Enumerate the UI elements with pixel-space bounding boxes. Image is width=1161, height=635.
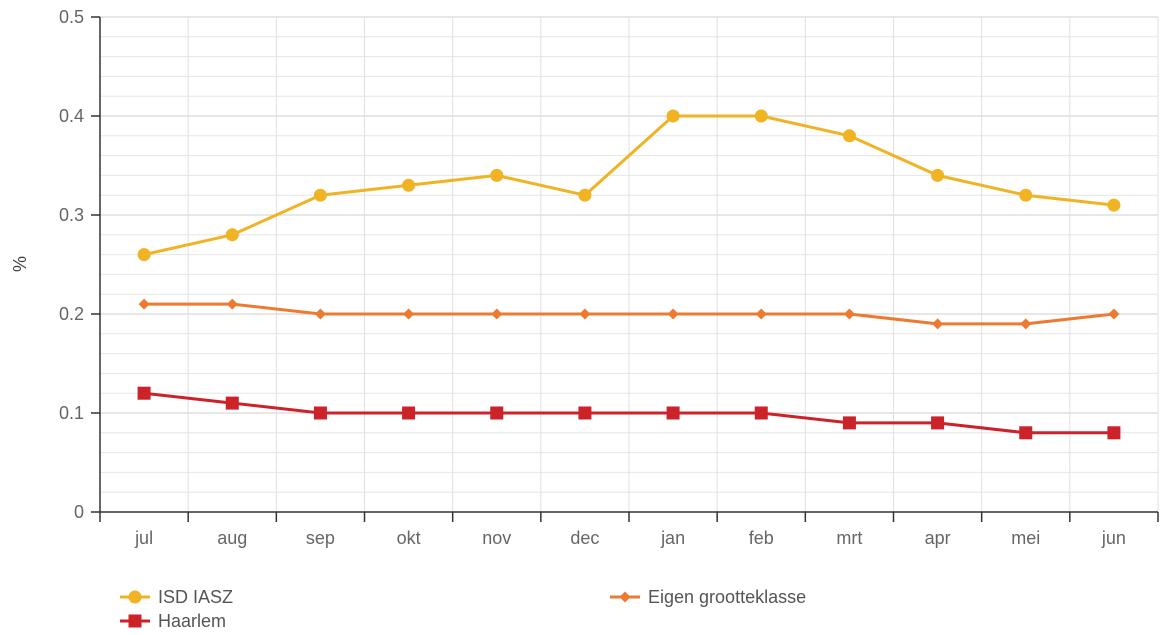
data-point[interactable] <box>667 407 680 420</box>
data-point[interactable] <box>755 110 768 123</box>
legend-label: ISD IASZ <box>158 587 233 607</box>
x-tick-label: aug <box>217 528 247 548</box>
data-point[interactable] <box>402 179 415 192</box>
data-point[interactable] <box>403 309 414 320</box>
data-point[interactable] <box>931 416 944 429</box>
data-point[interactable] <box>931 169 944 182</box>
x-tick-labels: jul aug sep okt nov dec jan feb mrt apr mei jun <box>134 528 1126 548</box>
x-tick-label: dec <box>570 528 599 548</box>
data-point[interactable] <box>314 407 327 420</box>
legend-marker <box>620 592 631 603</box>
data-point[interactable] <box>579 309 590 320</box>
data-point[interactable] <box>756 309 767 320</box>
data-point[interactable] <box>1019 426 1032 439</box>
data-point[interactable] <box>226 228 239 241</box>
data-point[interactable] <box>843 416 856 429</box>
x-tick-label: apr <box>925 528 951 548</box>
data-point[interactable] <box>314 189 327 202</box>
legend-item[interactable]: Eigen grootteklasse <box>610 587 806 607</box>
y-axis-title: % <box>10 256 30 272</box>
data-point[interactable] <box>227 299 238 310</box>
x-tick-label: mrt <box>836 528 862 548</box>
data-point[interactable] <box>844 309 855 320</box>
y-tick-label: 0.2 <box>59 304 84 324</box>
grid-lines <box>100 17 1158 512</box>
data-point[interactable] <box>755 407 768 420</box>
data-point[interactable] <box>226 397 239 410</box>
data-point[interactable] <box>138 248 151 261</box>
data-point[interactable] <box>490 169 503 182</box>
x-tick-label: feb <box>749 528 774 548</box>
y-tick-label: 0.5 <box>59 7 84 27</box>
x-tick-label: nov <box>482 528 511 548</box>
legend-marker <box>129 615 142 628</box>
y-tick-label: 0.4 <box>59 106 84 126</box>
data-point[interactable] <box>1108 309 1119 320</box>
data-point[interactable] <box>578 189 591 202</box>
data-point[interactable] <box>1020 318 1031 329</box>
x-tick-label: okt <box>397 528 421 548</box>
y-tick-labels: 0 0.1 0.2 0.3 0.4 0.5 <box>59 7 84 522</box>
data-point[interactable] <box>402 407 415 420</box>
data-point[interactable] <box>490 407 503 420</box>
x-tick-label: jul <box>134 528 153 548</box>
data-point[interactable] <box>315 309 326 320</box>
legend-item[interactable]: ISD IASZ <box>120 587 233 607</box>
x-tick-label: sep <box>306 528 335 548</box>
legend-label: Haarlem <box>158 611 226 630</box>
data-point[interactable] <box>1107 199 1120 212</box>
y-tick-label: 0 <box>74 502 84 522</box>
data-point[interactable] <box>139 299 150 310</box>
legend-marker <box>129 591 142 604</box>
legend-label: Eigen grootteklasse <box>648 587 806 607</box>
data-point[interactable] <box>1019 189 1032 202</box>
data-point[interactable] <box>667 110 680 123</box>
x-tick-label: mei <box>1011 528 1040 548</box>
axes <box>91 17 1158 522</box>
data-point[interactable] <box>668 309 679 320</box>
legend-item[interactable]: Haarlem <box>120 611 226 630</box>
data-point[interactable] <box>138 387 151 400</box>
data-point[interactable] <box>578 407 591 420</box>
data-point[interactable] <box>843 129 856 142</box>
x-tick-label: jun <box>1101 528 1126 548</box>
data-point[interactable] <box>932 318 943 329</box>
y-tick-label: 0.3 <box>59 205 84 225</box>
data-point[interactable] <box>491 309 502 320</box>
data-point[interactable] <box>1107 426 1120 439</box>
y-tick-label: 0.1 <box>59 403 84 423</box>
legend[interactable]: ISD IASZ Eigen grootteklasse Haarlem <box>120 587 806 630</box>
x-tick-label: jan <box>660 528 685 548</box>
